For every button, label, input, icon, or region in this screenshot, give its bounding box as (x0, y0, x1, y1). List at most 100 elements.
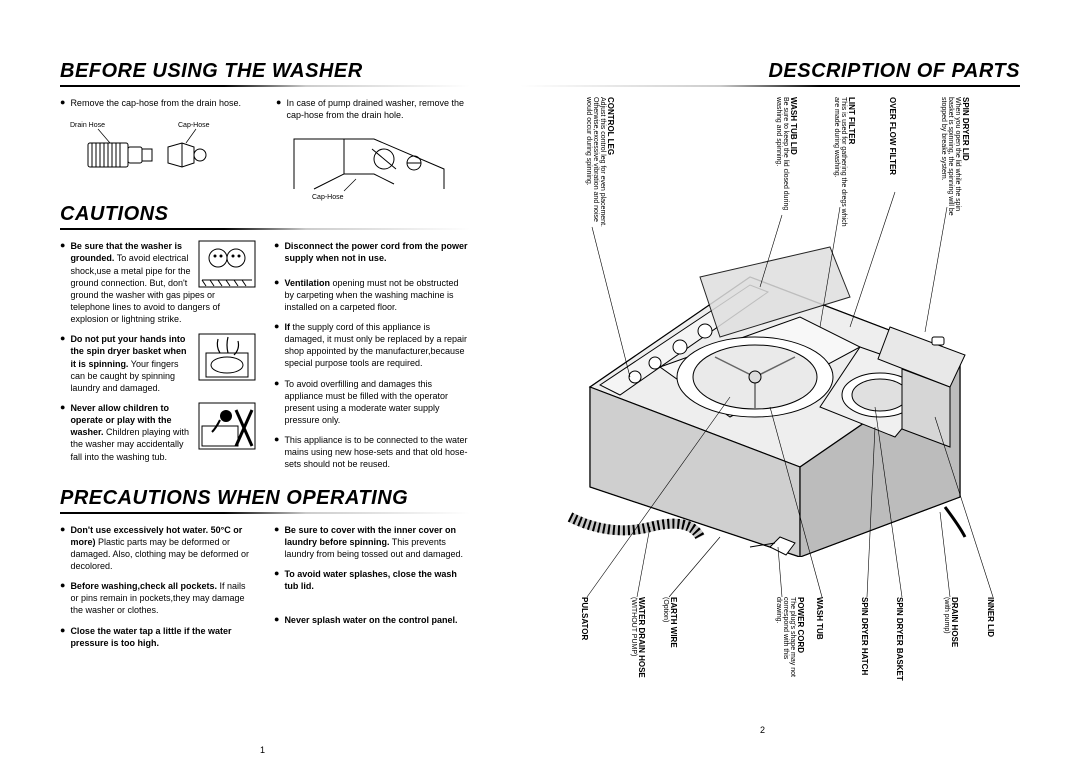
bullet-icon: ● (60, 580, 65, 616)
title-cautions: CAUTIONS (60, 203, 470, 230)
part-label-sub: Be sure to keep the lid closed during wa… (775, 97, 789, 232)
before-item: ● Remove the cap-hose from the drain hos… (60, 97, 258, 109)
part-label-sub: When you open the lid while the spin bas… (940, 97, 961, 232)
part-label-sub: Adjust this control leg for even placeme… (585, 97, 606, 232)
prec-col-left: ●Don't use excessively hot water. 50°C o… (60, 524, 256, 657)
bullet-icon: ● (274, 524, 279, 560)
cap-hose-label-2: Cap-Hose (312, 194, 344, 201)
part-label-name: CONTROL LEG (606, 97, 615, 155)
bullet-icon: ● (274, 568, 279, 592)
precautions-row: ●Don't use excessively hot water. 50°C o… (60, 524, 470, 657)
bullet-icon: ● (274, 614, 279, 626)
bullet-icon: ● (60, 240, 65, 325)
prec-bold: To avoid water splashes, close the wash … (284, 569, 456, 591)
part-label-name: LINT FILTER (847, 97, 856, 144)
part-label-name: SPIN DRYER LID (961, 97, 970, 161)
part-label-name: OVER FLOW FILTER (888, 97, 897, 175)
caution-text: the supply cord of this appliance is dam… (284, 322, 467, 368)
child-warning-icon (198, 402, 256, 450)
ground-warning-icon (198, 240, 256, 288)
bullet-icon: ● (274, 277, 279, 313)
cautions-col-left: ● Be sure that the washer is grounded. T… (60, 240, 256, 478)
before-text-2: In case of pump drained washer, remove t… (286, 97, 474, 121)
part-label-name: EARTH WIRE (669, 597, 678, 648)
bullet-icon: ● (60, 333, 65, 394)
part-label-name: WASH TUB LID (789, 97, 798, 155)
part-label-bottom: INNER LID (986, 597, 995, 687)
prec-item: ● Never splash water on the control panel… (274, 614, 470, 626)
cap-hose-label: Cap-Hose (178, 122, 210, 129)
bullet-icon: ● (60, 625, 65, 649)
prec-text: Plastic parts may be deformed or damaged… (70, 537, 249, 571)
part-label-name: SPIN DRYER BASKET (895, 597, 904, 681)
bullet-icon: ● (60, 524, 65, 573)
part-label-sub: The plug's shape may not correspond with… (775, 597, 796, 687)
part-label-name: SPIN DRYER HATCH (860, 597, 869, 675)
caution-item: ●To avoid overfilling and damages this a… (274, 378, 470, 427)
page-number-right: 2 (760, 725, 765, 735)
bullet-icon: ● (60, 402, 65, 463)
part-label-bottom: WASH TUB (815, 597, 824, 687)
drain-hose-label: Drain Hose (70, 122, 105, 129)
part-label-name: PULSATOR (580, 597, 589, 640)
bullet-icon: ● (274, 240, 279, 264)
part-label-name: WATER DRAIN HOSE (637, 597, 646, 678)
page-number-left: 1 (260, 745, 265, 755)
part-label-bottom: SPIN DRYER BASKET (895, 597, 904, 687)
prec-bold: Before washing,check all pockets. (70, 581, 217, 591)
parts-diagram-wrap: CONTROL LEGAdjust this control leg for e… (520, 97, 1020, 687)
part-label-top: WASH TUB LIDBe sure to keep the lid clos… (775, 97, 798, 232)
part-label-bottom: SPIN DRYER HATCH (860, 597, 869, 687)
part-label-bottom: WATER DRAIN HOSE(WITHOUT PUMP) (630, 597, 646, 687)
cautions-row: ● Be sure that the washer is grounded. T… (60, 240, 470, 478)
prec-item: ●Be sure to cover with the inner cover o… (274, 524, 470, 560)
part-label-sub: (Option) (662, 597, 669, 622)
bullet-icon: ● (60, 97, 65, 109)
before-text-1: Remove the cap-hose from the drain hose. (70, 97, 258, 109)
prec-bold: Close the water tap a little if the wate… (70, 626, 231, 648)
washer-diagram (550, 237, 980, 557)
caution-item: ● Do not put your hands into the spin dr… (60, 333, 256, 394)
title-description-of-parts: DESCRIPTION OF PARTS (520, 60, 1020, 87)
part-label-name: DRAIN HOSE (950, 597, 959, 647)
part-label-top: CONTROL LEGAdjust this control leg for e… (585, 97, 615, 232)
bullet-icon: ● (274, 321, 279, 370)
title-precautions: PRECAUTIONS WHEN OPERATING (60, 487, 470, 514)
prec-item: ●Close the water tap a little if the wat… (60, 625, 256, 649)
before-using-row: ● Remove the cap-hose from the drain hos… (60, 97, 470, 199)
caution-item: ●Ventilation opening must not be obstruc… (274, 277, 470, 313)
prec-item: ●Before washing,check all pockets. If na… (60, 580, 256, 616)
caution-inline-bold: Ventilation (284, 278, 330, 288)
hand-spin-warning-icon (198, 333, 256, 381)
caution-text: To avoid overfilling and damages this ap… (284, 378, 470, 427)
before-item: ● In case of pump drained washer, remove… (276, 97, 474, 121)
part-label-bottom: POWER CORDThe plug's shape may not corre… (775, 597, 805, 687)
caution-bold: Disconnect the power cord from the power… (284, 241, 467, 263)
cautions-col-right: ●Disconnect the power cord from the powe… (274, 240, 470, 478)
page-left: BEFORE USING THE WASHER ● Remove the cap… (60, 60, 500, 743)
bullet-icon: ● (276, 97, 281, 121)
caution-text: This appliance is to be connected to the… (284, 434, 470, 470)
page-right: DESCRIPTION OF PARTS CONTROL LEGAdjust t… (500, 60, 1020, 743)
prec-col-right: ●Be sure to cover with the inner cover o… (274, 524, 470, 657)
title-before-using: BEFORE USING THE WASHER (60, 60, 470, 87)
part-label-sub: (with pump) (943, 597, 950, 634)
part-label-bottom: DRAIN HOSE(with pump) (943, 597, 959, 687)
part-label-top: LINT FILTERThis is used for gathering th… (833, 97, 856, 232)
part-label-name: POWER CORD (796, 597, 805, 653)
drain-hole-diagram: Cap-Hose (284, 129, 474, 189)
prec-item: ●Don't use excessively hot water. 50°C o… (60, 524, 256, 573)
part-label-top: OVER FLOW FILTER (888, 97, 897, 232)
part-label-bottom: EARTH WIRE(Option) (662, 597, 678, 687)
part-label-top: SPIN DRYER LIDWhen you open the lid whil… (940, 97, 970, 232)
caution-item: ●Disconnect the power cord from the powe… (274, 240, 470, 264)
bullet-icon: ● (274, 378, 279, 427)
part-label-sub: (WITHOUT PUMP) (630, 597, 637, 656)
caution-item: ● Never allow children to operate or pla… (60, 402, 256, 463)
drain-hose-diagram: Drain Hose Cap-Hose (68, 117, 258, 177)
caution-item: ●This appliance is to be connected to th… (274, 434, 470, 470)
bullet-icon: ● (274, 434, 279, 470)
prec-bold: Never splash water on the control panel. (284, 615, 457, 625)
prec-item: ●To avoid water splashes, close the wash… (274, 568, 470, 592)
part-label-sub: This is used for gathering the dregs whi… (833, 97, 847, 232)
